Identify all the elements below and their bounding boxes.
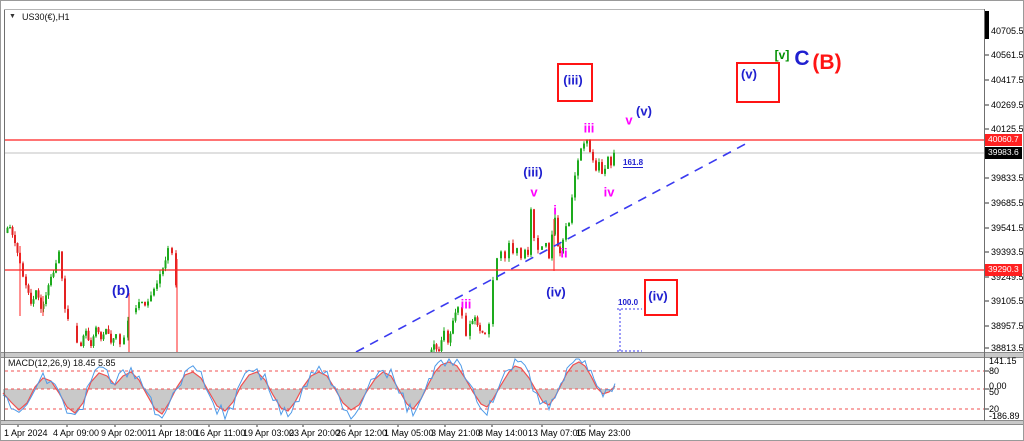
panel-separator-top[interactable] — [1, 352, 1023, 358]
plot-top-border — [4, 9, 984, 10]
price-axis-border — [984, 9, 985, 421]
macd-indicator-label: MACD(12,26,9) 18.45 5.85 — [8, 358, 116, 368]
panel-separator-bottom[interactable] — [1, 420, 1023, 425]
axis-scroll-indicator[interactable] — [985, 11, 989, 39]
chart-title: US30(€),H1 — [22, 12, 70, 22]
symbol-dropdown-icon[interactable]: ▼ — [9, 13, 16, 20]
plot-left-border — [4, 9, 5, 421]
